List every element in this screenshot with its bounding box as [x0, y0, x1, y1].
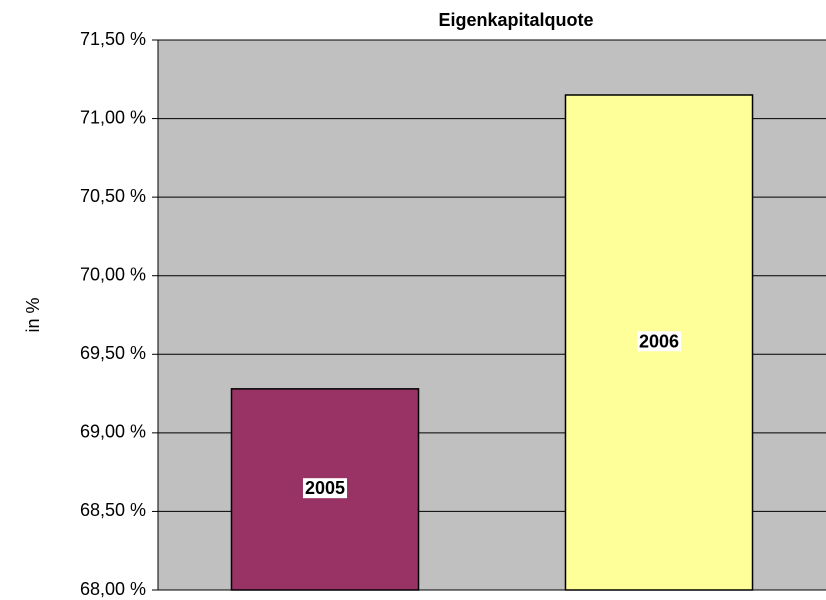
y-tick-label: 71,50 %	[80, 29, 146, 49]
y-tick-label: 70,50 %	[80, 186, 146, 206]
y-tick-label: 71,00 %	[80, 107, 146, 127]
category-label-bg	[636, 331, 682, 352]
y-tick-label: 70,00 %	[80, 264, 146, 284]
y-tick-label: 68,50 %	[80, 500, 146, 520]
y-axis-label: in %	[23, 297, 43, 332]
category-label: 2005	[305, 478, 345, 498]
category-label-bg	[302, 478, 348, 499]
chart-title: Eigenkapitalquote	[438, 10, 593, 30]
y-tick-label: 69,00 %	[80, 422, 146, 442]
category-label: 2006	[639, 331, 679, 351]
y-tick-label: 68,00 %	[80, 579, 146, 599]
y-tick-label: 69,50 %	[80, 343, 146, 363]
